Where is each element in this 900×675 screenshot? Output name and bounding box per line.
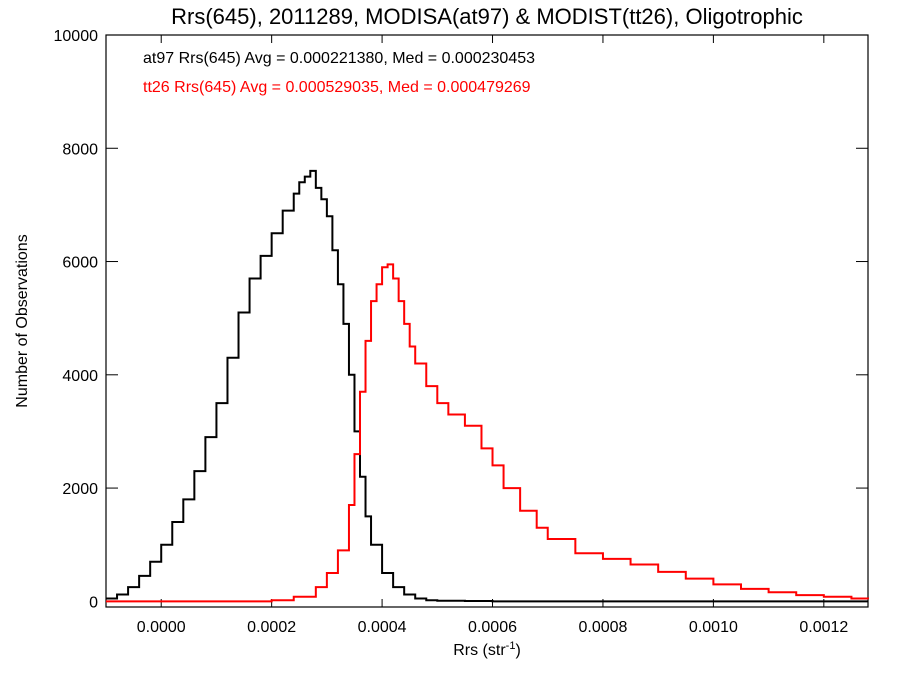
plot-frame	[105, 34, 869, 608]
x-axis: 0.0000 0.0002 0.0004 0.0006 0.0008 0.0010 0.00…	[137, 35, 848, 636]
y-axis-label: Number of Observations	[14, 234, 31, 407]
y-tick-label: 6000	[62, 255, 98, 272]
series-annotation-tt26: tt26 Rrs(645) Avg = 0.000529035, Med = 0…	[143, 79, 531, 96]
y-tick-label: 4000	[62, 368, 98, 385]
y-tick-label: 0	[89, 594, 98, 611]
x-axis-label-superscript: -1	[506, 640, 516, 652]
x-tick-label: 0.0010	[689, 619, 738, 636]
x-axis-label: Rrs (str-1)	[453, 640, 521, 659]
x-axis-label-main: Rrs (str	[453, 642, 506, 659]
series-annotation-at97: at97 Rrs(645) Avg = 0.000221380, Med = 0…	[143, 50, 535, 67]
x-axis-label-end: )	[515, 642, 520, 659]
x-tick-label: 0.0008	[578, 619, 627, 636]
y-tick-label: 10000	[54, 28, 99, 45]
x-tick-label: 0.0000	[137, 619, 186, 636]
x-tick-label: 0.0002	[247, 619, 296, 636]
series-line-tt26	[106, 263, 869, 603]
x-tick-label: 0.0012	[799, 619, 848, 636]
x-tick-label: 0.0006	[468, 619, 517, 636]
series-group	[106, 169, 869, 603]
x-tick-label: 0.0004	[358, 619, 407, 636]
y-tick-label: 8000	[62, 141, 98, 158]
y-axis: 0 2000 4000 6000 8000 10000	[54, 28, 868, 611]
y-tick-label: 2000	[62, 481, 98, 498]
series-line-at97	[106, 169, 868, 603]
chart-title: Rrs(645), 2011289, MODISA(at97) & MODIST…	[171, 4, 803, 29]
